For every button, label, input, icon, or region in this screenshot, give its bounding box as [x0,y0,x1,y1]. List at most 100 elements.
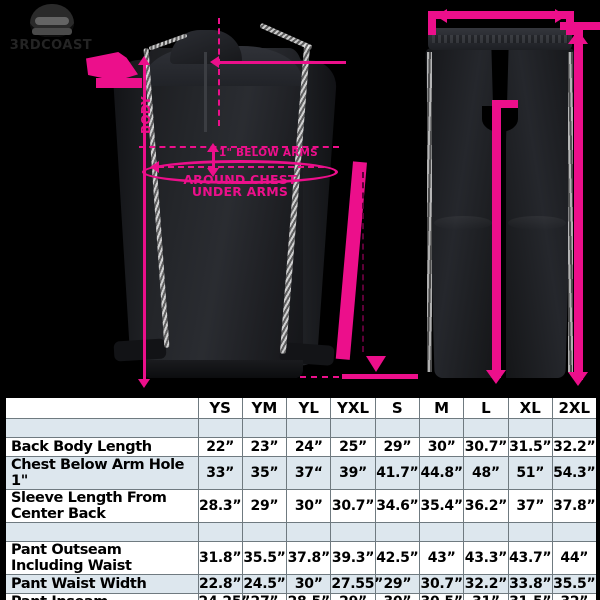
measurement-cell: 23” [241,436,288,457]
spacer-cell [418,521,465,542]
pants-left-leg [425,48,501,378]
pants-right-leg [499,48,575,378]
measurement-cell: 31.5” [507,592,553,600]
measurement-cell: 34.6” [374,488,420,523]
measurement-cell: 44.8” [418,455,465,490]
corner-header-cell [4,396,199,419]
garment-illustration-area: 3RDCOAST BODY [8,4,600,388]
row-label-back-body-length: Back Body Length [4,436,199,457]
jacket-hem [143,360,303,378]
table-spacer-row [4,521,598,542]
brand-logo: 3RDCOAST [8,4,94,56]
size-table-head: YS YM YL YXL S M L XL 2XL [4,396,598,419]
measurement-cell: 24” [286,436,332,457]
size-header-xl: XL [507,396,553,419]
measurement-cell: 43” [418,540,465,575]
measurement-cell: 48” [463,455,509,490]
spacer-cell [463,521,509,542]
measurement-cell: 30” [374,592,420,600]
pants-waistband [428,28,572,50]
measurement-cell: 32” [551,592,598,600]
spacer-cell [507,417,553,438]
spacer-cell [286,521,332,542]
size-table-container: YS YM YL YXL S M L XL 2XL [0,392,600,600]
size-header-2xl: 2XL [551,396,598,419]
measurement-cell: 35.5” [241,540,288,575]
measurement-cell: 31.8” [197,540,243,575]
spacer-cell [374,521,420,542]
spacer-cell [551,521,598,542]
spacer-cell [197,521,243,542]
measurement-cell: 43.7” [507,540,553,575]
pants-left-knee-crease [434,216,492,230]
measurement-cell: 37.8” [551,488,598,523]
size-table: YS YM YL YXL S M L XL 2XL [4,396,598,600]
table-row: Sleeve Length From Center Back 28.3” 29”… [4,488,598,523]
measurement-cell: 35” [241,455,288,490]
measurement-cell: 25” [330,436,376,457]
table-row: Pant Inseam 24.25” 27” 28.5” 29” 30” 30.… [4,592,598,600]
measurement-cell: 31” [463,592,509,600]
measurement-cell: 32.2” [551,436,598,457]
measurement-cell: 30” [286,488,332,523]
measurement-cell: 29” [374,436,420,457]
jacket-left-cuff [113,338,167,362]
spacer-cell [330,417,376,438]
size-header-s: S [374,396,420,419]
measurement-cell: 22” [197,436,243,457]
sleeve-length-dashed-guide [362,172,364,352]
measurement-cell: 37.8” [286,540,332,575]
size-table-header-row: YS YM YL YXL S M L XL 2XL [4,396,598,419]
spacer-cell [241,417,288,438]
size-header-m: M [418,396,465,419]
sleeve-length-arrow-head [366,356,386,372]
pants-leg-gap [494,90,506,380]
jacket-body [143,48,303,378]
spacer-cell [463,417,509,438]
pants-right-knee-crease [508,216,566,230]
measurement-cell: 35.4” [418,488,465,523]
size-header-yl: YL [286,396,332,419]
spacer-cell [374,417,420,438]
measurement-cell: 30.7” [418,573,465,594]
measurement-cell: 42.5” [374,540,420,575]
spacer-cell [507,521,553,542]
row-label-chest-below-arm-hole: Chest Below Arm Hole 1" [4,455,199,490]
measurement-cell: 30.5” [418,592,465,600]
table-spacer-row [4,417,598,438]
brand-name: 3RDCOAST [9,38,93,53]
jacket-zipper [204,52,207,132]
spacer-label-cell [4,417,199,438]
measurement-cell: 28.3” [197,488,243,523]
measurement-cell: 29” [374,573,420,594]
row-label-pant-inseam: Pant Inseam [4,592,199,600]
row-label-sleeve-length: Sleeve Length From Center Back [4,488,199,523]
measurement-cell: 30.7” [330,488,376,523]
measurement-cell: 33.8” [507,573,553,594]
spacer-cell [197,417,243,438]
measurement-cell: 41.7” [374,455,420,490]
size-header-ym: YM [241,396,288,419]
measurement-cell: 44” [551,540,598,575]
reflective-tape-left-leg [427,52,432,372]
measurement-cell: 30” [418,436,465,457]
measurement-cell: 32.2” [463,573,509,594]
measurement-cell: 36.2” [463,488,509,523]
row-label-pant-outseam: Pant Outseam Including Waist [4,540,199,575]
size-table-body: Back Body Length 22” 23” 24” 25” 29” 30”… [4,417,598,600]
size-header-ys: YS [197,396,243,419]
table-row: Chest Below Arm Hole 1" 33” 35” 37“ 39” … [4,455,598,490]
table-row: Back Body Length 22” 23” 24” 25” 29” 30”… [4,436,598,457]
measurement-cell: 29” [330,592,376,600]
table-row: Pant Outseam Including Waist 31.8” 35.5”… [4,540,598,575]
table-row: Pant Waist Width 22.8” 24.5” 30” 27.55” … [4,573,598,594]
measurement-cell: 54.3” [551,455,598,490]
spacer-cell [241,521,288,542]
measurement-cell: 24.25” [197,592,250,600]
spacer-cell [330,521,376,542]
measurement-cell: 22.8” [197,573,243,594]
jacket-illustration [108,18,358,386]
measurement-cell: 28.5” [286,592,332,600]
measurement-cell: 27.55” [330,573,384,594]
